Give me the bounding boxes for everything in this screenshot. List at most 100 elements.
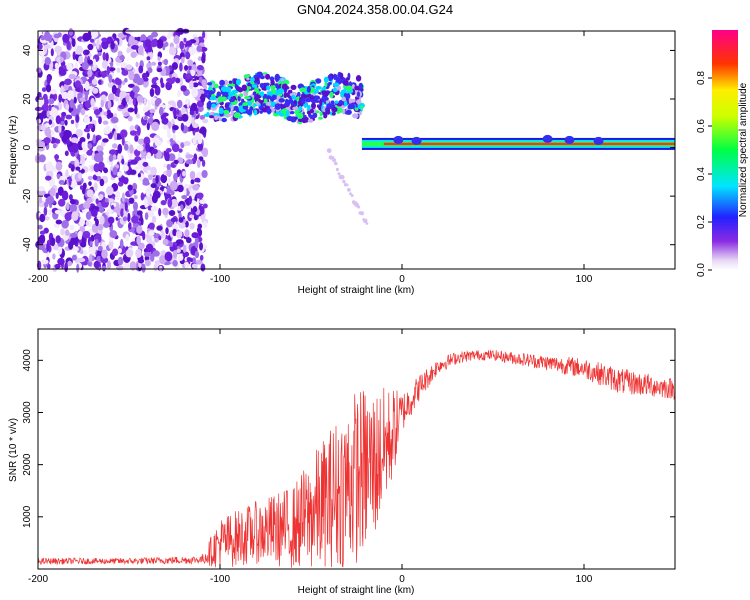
spectrogram-noise-blob — [117, 152, 122, 162]
spectrogram-noise-blob — [197, 136, 203, 145]
spectrogram-frame — [37, 30, 676, 270]
colorbar-tick-label: 0.8 — [696, 71, 707, 85]
spectrogram-noise-blob — [66, 62, 73, 71]
spectrogram-noise-blob — [147, 200, 152, 206]
spectrogram-signal-blob — [237, 95, 241, 102]
spectrogram-noise-blob — [152, 177, 156, 185]
spectrogram-noise-blob — [167, 100, 176, 105]
spectrogram-noise-blob — [60, 85, 65, 94]
spectrogram-signal-blob — [218, 116, 222, 122]
spectrogram-signal-blob — [269, 101, 277, 107]
spectrogram-noise-blob — [120, 129, 128, 138]
spectrogram-noise-blob — [41, 259, 49, 265]
spectrogram-signal-blob — [278, 98, 285, 103]
spectrogram-signal-blob — [356, 104, 362, 109]
spectrogram-noise-blob — [75, 114, 80, 123]
spectrogram-signal-blob — [355, 75, 362, 82]
spectrogram-noise-blob — [126, 47, 131, 54]
spectrogram-noise-blob — [120, 208, 124, 218]
spectrogram-noise-blob — [37, 97, 45, 106]
spectrogram-signal-blob — [228, 80, 233, 84]
spectrogram-noise-blob — [117, 181, 124, 187]
spectrogram-noise-blob — [98, 79, 102, 85]
spectrogram-noise-blob — [132, 97, 136, 106]
spectrogram-noise-blob — [54, 263, 61, 269]
spectrogram-noise-blob — [39, 230, 46, 235]
spectrogram-noise-blob — [46, 263, 51, 269]
spectrogram-noise-blob — [121, 136, 125, 146]
spectrogram-noise-blob — [132, 210, 138, 215]
spectrogram-noise-blob — [58, 94, 63, 103]
spectrogram-noise-blob — [97, 223, 104, 231]
spectrogram-noise-blob — [64, 78, 72, 86]
spectrogram-noise-blob — [54, 62, 59, 70]
spectrogram-signal-blob — [244, 74, 251, 78]
spectrogram-noise-blob — [45, 161, 54, 172]
spectrogram-signal-blob — [224, 79, 229, 86]
spectrogram-noise-blob — [176, 248, 181, 253]
spectrogram-noise-blob — [128, 222, 132, 230]
spectrogram-noise-blob — [175, 77, 181, 84]
spectrogram-noise-blob — [177, 157, 184, 164]
spectrogram-y-tick-label: 20 — [22, 93, 33, 105]
spectrogram-noise-blob — [60, 120, 65, 126]
spectrogram-noise-blob — [166, 163, 171, 170]
spectrogram-noise-blob — [159, 255, 167, 265]
spectrogram-noise-blob — [177, 254, 184, 261]
spectrogram-noise-blob — [53, 223, 60, 228]
spectrogram-noise-blob — [115, 265, 124, 271]
spectrogram-noise-blob — [65, 103, 70, 111]
spectrogram-noise-blob — [132, 182, 138, 191]
spectrogram-noise-blob — [43, 44, 48, 55]
spectrogram-noise-blob — [48, 98, 55, 105]
spectrogram-noise-blob — [121, 69, 129, 76]
spectrogram-noise-blob — [152, 250, 160, 257]
spectrogram-noise-blob — [55, 115, 61, 125]
spectrogram-noise-blob — [38, 234, 45, 245]
spectrogram-signal-blob — [290, 84, 297, 90]
spectrogram-signal-blob — [339, 72, 344, 80]
spectrogram-noise-blob — [188, 195, 192, 205]
spectrogram-signal-blob — [286, 115, 293, 122]
spectrogram-noise-blob — [167, 153, 176, 162]
spectrogram-noise-blob — [87, 43, 94, 51]
spectrogram-noise-blob — [99, 206, 104, 214]
spectrogram-y-tick-label: -40 — [22, 237, 33, 252]
spectrogram-noise-blob — [192, 206, 198, 213]
spectrogram-noise-blob — [131, 215, 139, 224]
spectrogram-signal-blob — [274, 74, 280, 82]
spectrogram-noise-blob — [187, 65, 193, 71]
spectrogram-noise-blob — [41, 102, 49, 111]
spectrogram-noise-blob — [119, 55, 125, 61]
spectrogram-noise-blob — [190, 102, 198, 112]
spectrogram-noise-blob — [93, 182, 98, 192]
spectrogram-signal-blob — [255, 94, 262, 99]
spectrogram-noise-blob — [74, 159, 80, 167]
spectrogram-noise-blob — [82, 32, 90, 42]
spectrogram-noise-blob — [115, 190, 121, 201]
spectrogram-noise-blob — [136, 77, 145, 86]
spectrogram-noise-blob — [66, 40, 71, 50]
spectrogram-noise-blob — [171, 143, 180, 153]
spectrogram-noise-blob — [78, 55, 84, 65]
spectrogram-noise-blob — [55, 154, 59, 162]
spectrogram-noise-blob — [127, 184, 133, 191]
spectrogram-noise-blob — [124, 143, 129, 151]
spectrogram-signal-blob — [257, 71, 263, 78]
spectrogram-noise-blob — [192, 184, 200, 191]
spectrogram-signal-blob — [342, 80, 349, 86]
spectrogram-noise-blob — [170, 217, 177, 222]
spectrogram-noise-blob — [156, 67, 163, 73]
spectrogram-signal-blob — [306, 85, 311, 93]
spectrogram-noise-blob — [197, 56, 202, 61]
spectrogram-noise-blob — [194, 177, 201, 183]
spectrogram-noise-blob — [58, 68, 67, 76]
spectrogram-noise-blob — [194, 250, 200, 259]
spectrogram-signal-blob — [301, 97, 306, 105]
snr-y-tick-label: 4000 — [22, 349, 33, 372]
spectrogram-noise-blob — [129, 90, 136, 100]
spectrogram-noise-blob — [190, 179, 195, 185]
spectrogram-noise-blob — [147, 67, 153, 74]
spectrogram-noise-blob — [106, 186, 114, 196]
spectrogram-signal-blob — [334, 100, 339, 104]
